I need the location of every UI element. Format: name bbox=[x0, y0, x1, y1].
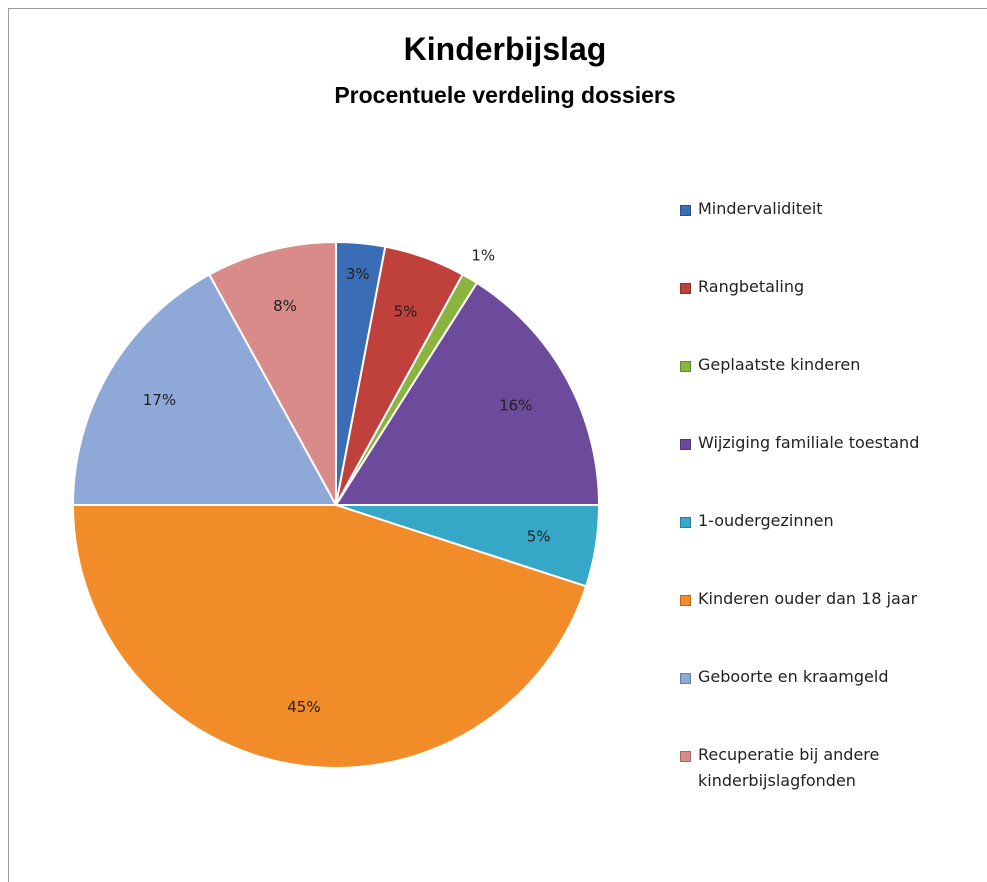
slice-label: 5% bbox=[394, 302, 418, 320]
legend-label: Geboorte en kraamgeld bbox=[698, 667, 889, 686]
pie: 3% 5% 1% 16% 5% 45% 17% 8% bbox=[71, 240, 601, 769]
chart-subtitle: Procentuele verdeling dossiers bbox=[334, 82, 675, 108]
legend-swatch bbox=[680, 439, 691, 450]
legend-label: Rangbetaling bbox=[698, 277, 805, 296]
slice-label: 3% bbox=[346, 265, 370, 283]
slice-label: 1% bbox=[471, 246, 495, 264]
pie-slice bbox=[334, 281, 601, 506]
legend-swatch bbox=[680, 283, 691, 294]
legend-label: Kinderen ouder dan 18 jaar bbox=[698, 589, 918, 608]
legend-label: Geplaatste kinderen bbox=[698, 355, 861, 374]
legend-swatch bbox=[680, 751, 691, 762]
legend-swatch bbox=[680, 361, 691, 372]
legend-item: 1-oudergezinnen bbox=[680, 511, 968, 534]
legend-item: Recuperatie bij andere kinderbijslagfond… bbox=[680, 745, 968, 794]
legend-item: Mindervaliditeit bbox=[680, 199, 968, 222]
slice-label: 17% bbox=[143, 391, 176, 409]
legend-item: Rangbetaling bbox=[680, 277, 968, 300]
legend-item: Geplaatste kinderen bbox=[680, 355, 968, 378]
slice-label: 16% bbox=[499, 397, 532, 415]
slice-label: 8% bbox=[273, 297, 297, 315]
legend-item: Kinderen ouder dan 18 jaar bbox=[680, 589, 968, 612]
chart-title: Kinderbijslag bbox=[404, 31, 607, 67]
legend-label: Recuperatie bij andere kinderbijslagfond… bbox=[698, 745, 880, 790]
legend-item: Geboorte en kraamgeld bbox=[680, 667, 968, 690]
legend-label: 1-oudergezinnen bbox=[698, 511, 834, 530]
legend-label: Wijziging familiale toestand bbox=[698, 433, 920, 452]
legend-swatch bbox=[680, 595, 691, 606]
slice-label: 5% bbox=[527, 528, 551, 546]
slice-label: 45% bbox=[287, 698, 320, 716]
legend-item: Wijziging familiale toestand bbox=[680, 433, 968, 456]
pie-slice bbox=[71, 273, 338, 506]
legend-label: Mindervaliditeit bbox=[698, 199, 823, 218]
legend-swatch bbox=[680, 205, 691, 216]
legend-swatch bbox=[680, 673, 691, 684]
pie-slice bbox=[207, 240, 337, 506]
chart-border bbox=[8, 8, 987, 882]
pie-slice bbox=[71, 504, 588, 769]
legend-swatch bbox=[680, 517, 691, 528]
